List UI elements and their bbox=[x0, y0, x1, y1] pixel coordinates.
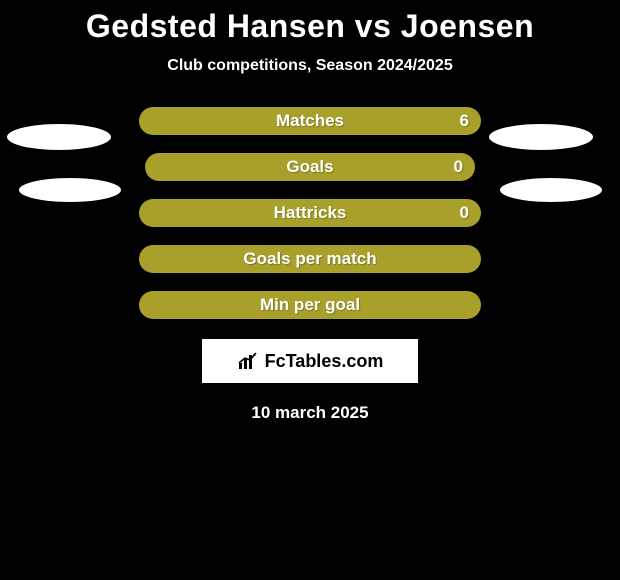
stat-label-matches: Matches bbox=[276, 111, 344, 131]
stat-label-mpg: Min per goal bbox=[260, 295, 360, 315]
stat-row-goals: Goals 0 bbox=[145, 153, 475, 181]
stat-row-matches: Matches 6 bbox=[139, 107, 481, 135]
stat-row-gpm: Goals per match bbox=[139, 245, 481, 273]
stat-value-goals: 0 bbox=[454, 157, 463, 177]
stat-value-hattricks: 0 bbox=[460, 203, 469, 223]
stat-value-matches: 6 bbox=[460, 111, 469, 131]
ellipse-left-2 bbox=[19, 178, 121, 202]
stat-label-goals: Goals bbox=[286, 157, 333, 177]
ellipse-left-1 bbox=[7, 124, 111, 150]
ellipse-right-1 bbox=[489, 124, 593, 150]
stat-row-hattricks: Hattricks 0 bbox=[139, 199, 481, 227]
bar-chart-icon bbox=[237, 351, 259, 371]
stat-label-hattricks: Hattricks bbox=[274, 203, 347, 223]
page-title: Gedsted Hansen vs Joensen bbox=[0, 0, 620, 45]
stat-label-gpm: Goals per match bbox=[243, 249, 376, 269]
ellipse-right-2 bbox=[500, 178, 602, 202]
stat-row-mpg: Min per goal bbox=[139, 291, 481, 319]
brand-box: FcTables.com bbox=[202, 339, 418, 383]
date-text: 10 march 2025 bbox=[0, 403, 620, 423]
subtitle: Club competitions, Season 2024/2025 bbox=[0, 57, 620, 75]
brand-text: FcTables.com bbox=[265, 351, 384, 372]
